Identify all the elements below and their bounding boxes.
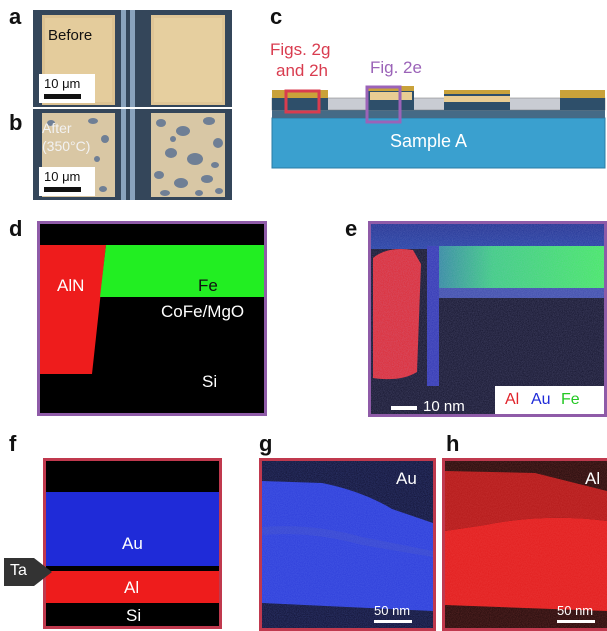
scalebar-box-a: 10 μm: [39, 74, 95, 103]
eds-map-g-image: [262, 461, 433, 628]
micrograph-before-image: [33, 10, 232, 107]
micrograph-before: Before 10 μm: [33, 10, 232, 107]
scalebar-label-b: 10 μm: [44, 169, 81, 184]
device-schematic-drawing: [271, 85, 606, 169]
panel-letter-c: c: [270, 4, 283, 29]
legend-au: Au: [531, 391, 551, 408]
callout-figs-2g-line2: and 2h: [276, 61, 328, 80]
label-au-f: Au: [122, 534, 143, 553]
callout-figs-2g-line1: Figs. 2g: [270, 40, 331, 59]
scalebar-box-b: 10 μm: [39, 167, 95, 196]
schematic-d: AlN Fe CoFe/MgO Si: [37, 221, 267, 416]
label-si-f: Si: [126, 606, 142, 625]
label-ta: Ta: [10, 562, 27, 579]
label-si-d: Si: [202, 372, 218, 391]
micrograph-after: After (350°C) 10 μm: [33, 109, 232, 200]
substrate-label: Sample A: [390, 131, 468, 151]
label-after: After: [42, 120, 72, 136]
panel-letter-h: h: [446, 431, 460, 456]
scalebar-label-a: 10 μm: [44, 76, 81, 91]
scalebar-label-h: 50 nm: [557, 603, 594, 618]
label-before: Before: [48, 27, 93, 44]
panel-letter-a: a: [9, 4, 22, 29]
legend-fe: Fe: [561, 391, 580, 408]
scalebar-h: [557, 620, 595, 623]
schematic-f: Au Al Si: [43, 458, 222, 629]
scalebar-b: [44, 187, 81, 192]
eds-map-e: 10 nm Al Au Fe: [368, 221, 607, 417]
eds-map-h-image: [445, 461, 607, 628]
label-fe-d: Fe: [198, 276, 218, 295]
eds-map-h: Al 50 nm: [442, 458, 607, 631]
element-label-g: Au: [396, 469, 417, 488]
panel-letter-b: b: [9, 110, 23, 135]
scalebar-e: [391, 406, 417, 410]
legend-al: Al: [505, 391, 520, 408]
panel-letter-d: d: [9, 216, 23, 241]
scalebar-label-e: 10 nm: [423, 398, 465, 415]
label-al-f: Al: [124, 578, 140, 597]
panel-letter-e: e: [345, 216, 358, 241]
label-cofe-mgo: CoFe/MgO: [161, 302, 245, 321]
legend-e: Al Au Fe: [495, 386, 604, 414]
element-label-h: Al: [585, 469, 601, 488]
schematic-f-drawing: [46, 461, 219, 626]
panel-letter-g: g: [259, 431, 273, 456]
ta-pointer-icon: [4, 558, 52, 586]
scalebar-a: [44, 94, 81, 99]
scalebar-g: [374, 620, 412, 623]
schematic-d-drawing: [40, 224, 264, 413]
eds-map-e-image: [371, 224, 604, 414]
callout-fig-2e: Fig. 2e: [370, 58, 422, 77]
label-aln: AlN: [57, 276, 85, 295]
eds-map-g: Au 50 nm: [259, 458, 436, 631]
scalebar-label-g: 50 nm: [374, 603, 411, 618]
panel-letter-f: f: [9, 431, 17, 456]
label-after-temperature: (350°C): [42, 138, 91, 154]
device-schematic: Figs. 2g and 2h Fig. 2e Sample A: [270, 30, 607, 170]
